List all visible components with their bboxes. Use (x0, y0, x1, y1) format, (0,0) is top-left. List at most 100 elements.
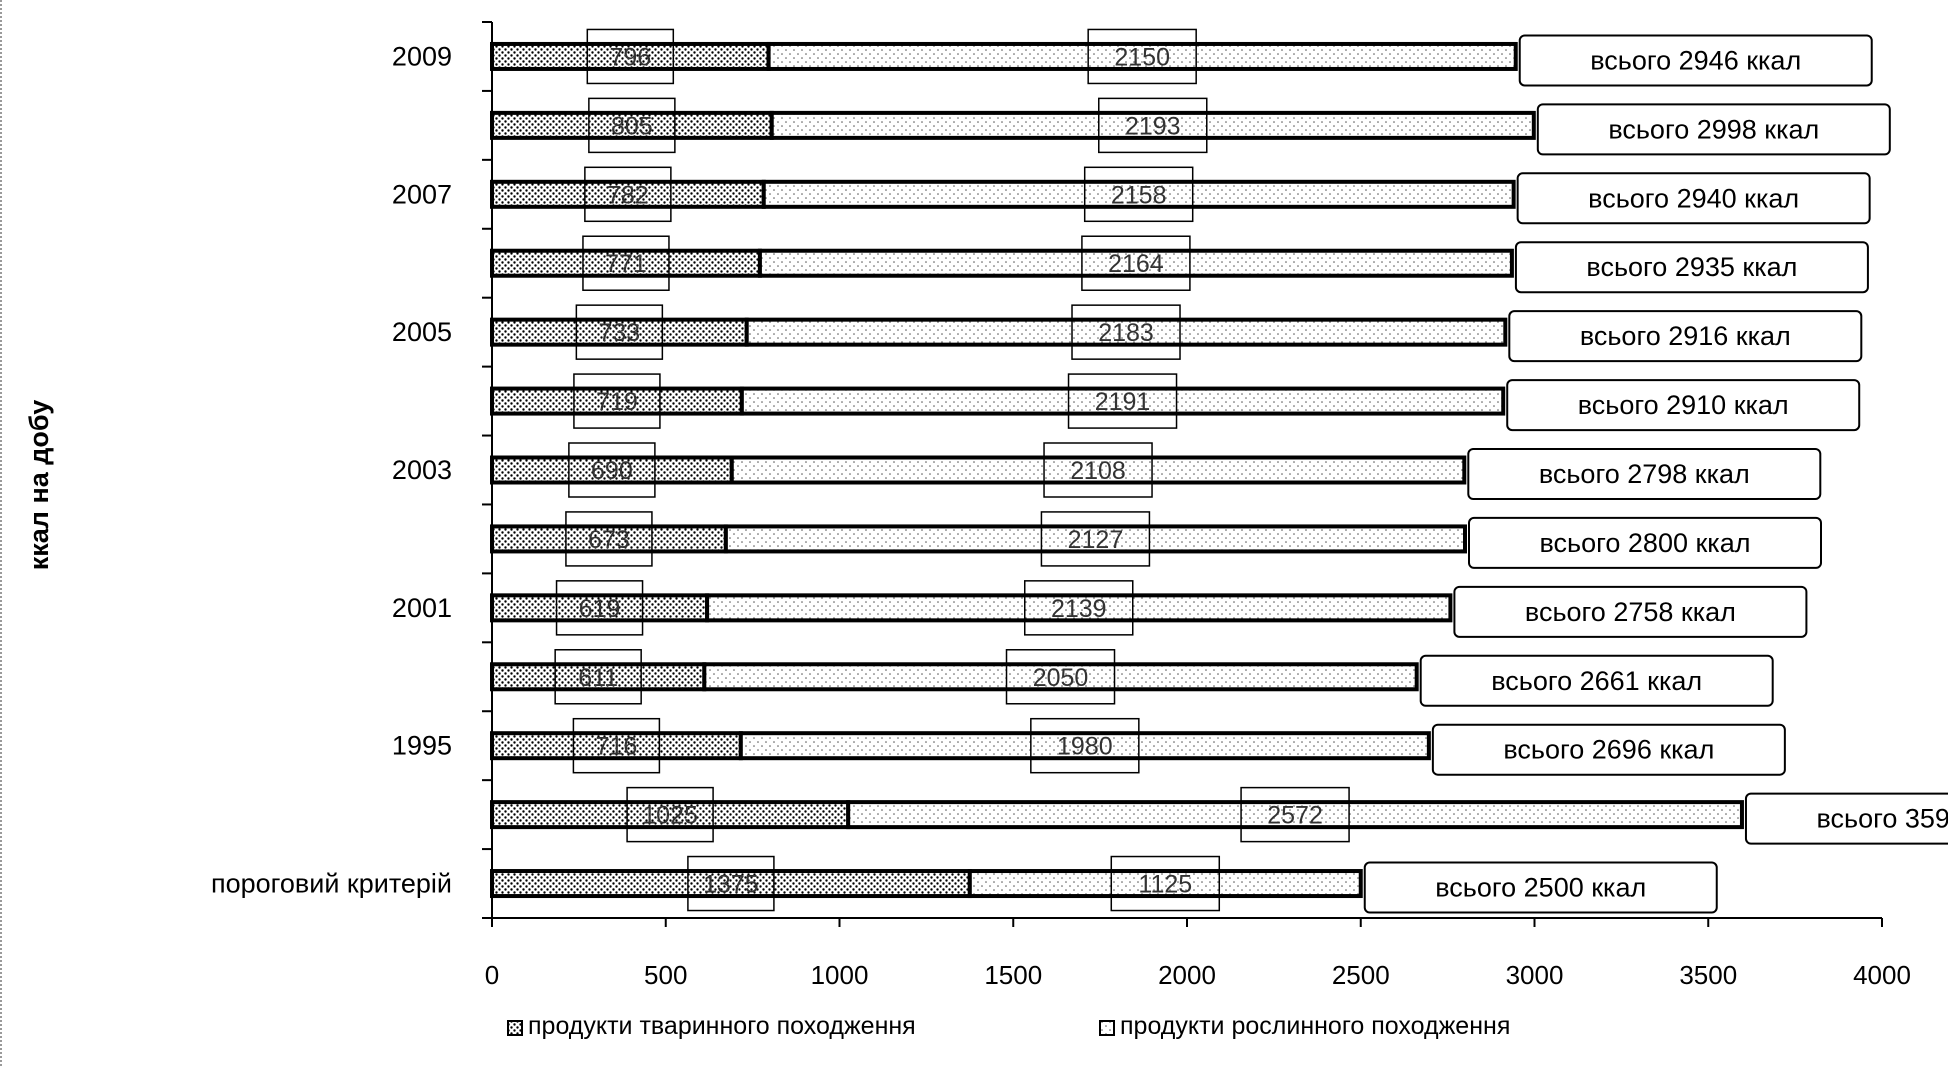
data-label-box-animal (586, 28, 675, 85)
data-label-animal: 690 (591, 457, 633, 485)
legend: продукти тваринного походження продукти … (507, 1012, 1510, 1040)
total-label-box (1508, 310, 1863, 363)
data-label-box-animal (555, 580, 644, 636)
x-tick-label: 2000 (1158, 960, 1216, 990)
data-label-box-plant (1081, 235, 1191, 291)
data-label-plant: 2191 (1095, 388, 1151, 416)
bar-animal (490, 179, 766, 209)
category-label: 2005 (392, 317, 452, 347)
total-label-box (1536, 103, 1891, 156)
bar-plant (723, 524, 1467, 554)
data-label-box-plant (1240, 786, 1350, 843)
data-label-plant: 2150 (1114, 43, 1170, 71)
total-label-box (1518, 34, 1873, 87)
data-label-animal: 719 (596, 388, 638, 416)
bar-plant (761, 179, 1516, 209)
bars (490, 41, 1744, 899)
bar-plant (766, 41, 1518, 71)
bar-animal (490, 662, 707, 692)
total-label: всього 2935 ккал (1586, 252, 1797, 282)
data-labels: пороговий критерій 1375 1125 всього 2500 кк… (211, 28, 1948, 914)
total-label: всього 2500 ккал (1435, 873, 1646, 903)
data-label-animal: 771 (605, 250, 647, 278)
bar-plant (967, 869, 1363, 899)
data-label-animal: 716 (596, 733, 638, 761)
total-label: всього 2696 ккал (1503, 735, 1714, 765)
data-label-box-plant (1024, 580, 1134, 636)
data-label-box-plant (1005, 649, 1116, 705)
total-label-box (1506, 379, 1861, 432)
y-axis-title: ккал на добу (24, 400, 54, 571)
x-tick-label: 2500 (1332, 960, 1390, 990)
bar-plant (739, 386, 1506, 416)
bar-animal (490, 110, 774, 140)
data-label-animal: 619 (579, 595, 621, 623)
total-label-box (1468, 516, 1822, 569)
data-label-box-animal (588, 97, 676, 154)
x-tick-label: 1500 (984, 960, 1042, 990)
category-label: 2009 (392, 41, 452, 71)
data-label-plant: 2158 (1111, 181, 1167, 209)
data-label-animal: 1025 (642, 802, 698, 830)
x-tick-label: 4000 (1853, 960, 1911, 990)
data-label-plant: 2193 (1125, 112, 1181, 140)
total-label-box (1516, 172, 1871, 225)
data-label-box-plant (1110, 855, 1221, 912)
data-label-box-plant (1067, 373, 1178, 429)
data-label-box-animal (626, 786, 714, 843)
data-label-box-plant (1043, 442, 1153, 498)
data-label-animal: 611 (578, 664, 618, 692)
bar-animal (490, 248, 762, 278)
bar-plant (729, 455, 1467, 485)
data-label-box-animal (554, 649, 642, 705)
data-label-animal: 673 (588, 526, 630, 554)
legend-label-plant: продукти рослинного походження (1120, 1012, 1510, 1040)
data-label-plant: 1125 (1138, 871, 1192, 899)
data-label-box-animal (565, 511, 653, 567)
data-label-plant: 2183 (1098, 319, 1154, 347)
data-label-plant: 2164 (1108, 250, 1164, 278)
data-label-animal: 805 (611, 112, 653, 140)
category-label: 1995 (392, 731, 452, 761)
total-label-box (1363, 861, 1718, 914)
category-label: пороговий критерій (211, 869, 452, 899)
bar-plant (846, 800, 1744, 830)
total-label: всього 2758 ккал (1525, 597, 1736, 627)
total-label-box (1453, 585, 1808, 638)
data-label-box-animal (573, 373, 661, 429)
bar-animal (490, 386, 744, 416)
bar-plant (744, 317, 1508, 347)
category-label: 2003 (392, 455, 452, 485)
legend-swatch-plant (1099, 1020, 1115, 1036)
data-label-plant: 2139 (1051, 595, 1107, 623)
bar-plant (769, 110, 1536, 140)
data-label-box-plant (1083, 166, 1194, 223)
total-label: всього 2940 ккал (1588, 183, 1799, 213)
data-label-animal: 733 (598, 319, 640, 347)
total-label-box (1514, 241, 1869, 294)
category-label: 2001 (392, 593, 452, 623)
x-tick-label: 500 (644, 960, 687, 990)
total-label-box (1431, 723, 1786, 776)
total-label: всього 2800 ккал (1540, 528, 1751, 558)
total-label: всього 3597 ккал (1816, 804, 1948, 834)
total-label: всього 2946 ккал (1590, 45, 1801, 75)
total-label: всього 2910 ккал (1578, 390, 1789, 420)
x-tick-label: 1000 (811, 960, 869, 990)
bar-plant (705, 593, 1453, 623)
data-label-plant: 2108 (1070, 457, 1126, 485)
data-label-plant: 2050 (1033, 664, 1089, 692)
category-label: 2007 (392, 179, 452, 209)
total-label: всього 2916 ккал (1580, 321, 1791, 351)
total-label-box (1467, 448, 1822, 500)
total-label: всього 2661 ккал (1491, 666, 1702, 696)
data-label-box-plant (1087, 28, 1197, 85)
legend-swatch-animal (507, 1020, 523, 1036)
total-label: всього 2998 ккал (1608, 114, 1819, 144)
data-label-box-plant (1071, 304, 1181, 360)
x-tick-label: 3000 (1506, 960, 1564, 990)
data-label-box-animal (687, 855, 775, 912)
data-label-box-animal (572, 717, 661, 774)
data-label-box-animal (568, 442, 656, 498)
